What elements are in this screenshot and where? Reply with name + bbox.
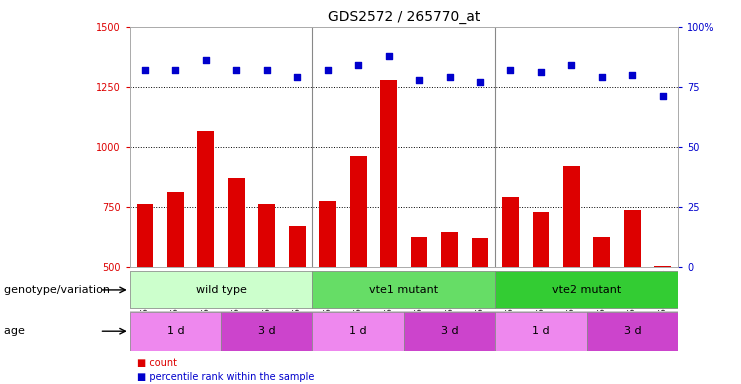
Bar <box>259 204 275 267</box>
Bar <box>228 178 245 267</box>
Bar <box>130 312 221 351</box>
Point <box>322 67 333 73</box>
Point <box>657 93 668 99</box>
Point <box>382 53 394 59</box>
Text: 3 d: 3 d <box>258 326 276 336</box>
Text: genotype/variation: genotype/variation <box>4 285 113 295</box>
Bar <box>502 197 519 267</box>
Bar <box>167 192 184 267</box>
Bar <box>441 232 458 267</box>
Text: 1 d: 1 d <box>349 326 367 336</box>
Bar <box>411 237 428 267</box>
Point <box>596 74 608 80</box>
Bar <box>130 271 313 308</box>
Text: ■ count: ■ count <box>137 358 177 368</box>
Point <box>413 77 425 83</box>
Point <box>565 62 577 68</box>
Bar <box>136 204 153 267</box>
Point <box>444 74 456 80</box>
Bar <box>594 237 611 267</box>
Bar <box>587 312 678 351</box>
Bar <box>313 312 404 351</box>
Point <box>230 67 242 73</box>
Point <box>170 67 182 73</box>
Point <box>474 79 486 85</box>
Bar <box>624 210 641 267</box>
Bar <box>563 166 579 267</box>
Text: ■ percentile rank within the sample: ■ percentile rank within the sample <box>137 372 314 382</box>
Bar <box>495 312 587 351</box>
Text: wild type: wild type <box>196 285 247 295</box>
Text: vte1 mutant: vte1 mutant <box>369 285 439 295</box>
Point <box>261 67 273 73</box>
Bar <box>350 157 367 267</box>
Bar <box>319 201 336 267</box>
Bar <box>533 212 549 267</box>
Bar <box>197 131 214 267</box>
Text: 1 d: 1 d <box>532 326 550 336</box>
Point <box>505 67 516 73</box>
Point <box>352 62 364 68</box>
Title: GDS2572 / 265770_at: GDS2572 / 265770_at <box>328 10 480 25</box>
Bar <box>404 312 495 351</box>
Bar <box>221 312 313 351</box>
Point <box>291 74 303 80</box>
Point <box>200 58 212 64</box>
Bar <box>495 271 678 308</box>
Text: age: age <box>4 326 28 336</box>
Bar <box>289 226 305 267</box>
Bar <box>380 80 397 267</box>
Point <box>626 72 638 78</box>
Text: vte2 mutant: vte2 mutant <box>552 285 621 295</box>
Text: 1 d: 1 d <box>167 326 185 336</box>
Bar <box>313 271 495 308</box>
Text: 3 d: 3 d <box>623 326 641 336</box>
Bar <box>654 266 671 267</box>
Point <box>139 67 151 73</box>
Bar <box>471 238 488 267</box>
Point <box>535 70 547 76</box>
Text: 3 d: 3 d <box>441 326 459 336</box>
